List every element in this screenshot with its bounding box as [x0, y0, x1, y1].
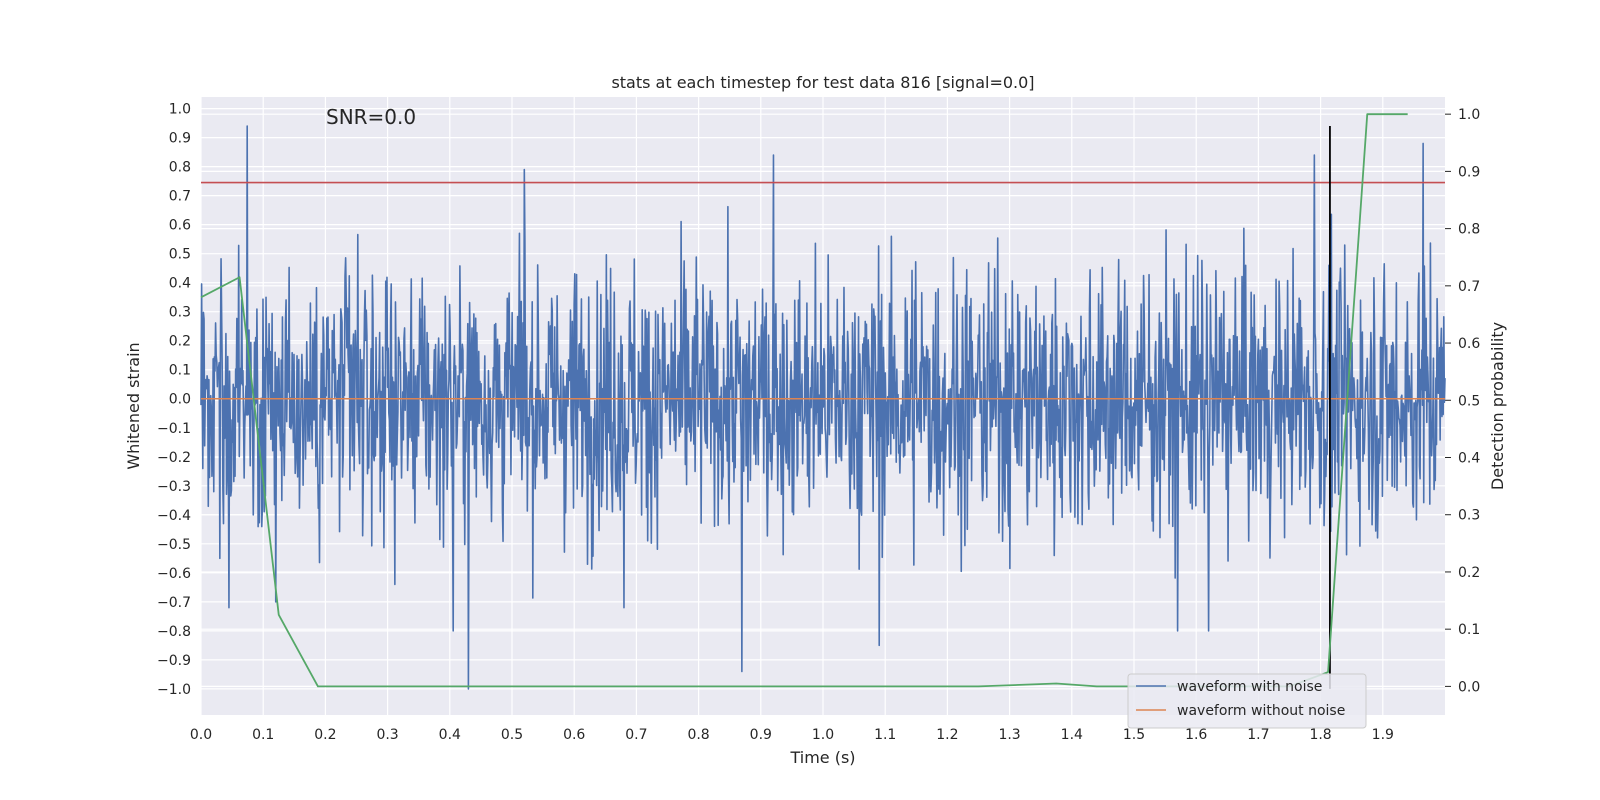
legend-label-noise: waveform with noise	[1177, 679, 1322, 695]
y-tick-label: 0.1	[169, 363, 191, 379]
y-tick-label: 0.4	[169, 276, 191, 292]
x-tick-label: 1.8	[1309, 727, 1331, 743]
y-tick-label: −0.6	[157, 566, 191, 582]
y-tick-label: 0.8	[169, 160, 191, 176]
y2-axis-ticks: 1.0 0.9 0.8 0.7 0.6 0.5 0.4 0.3 0.2 0.1 0.0	[1445, 107, 1480, 695]
y-tick-label: −0.2	[157, 450, 191, 466]
x-tick-label: 0.6	[563, 727, 585, 743]
y2-tick-label: 0.8	[1458, 222, 1480, 238]
y-axis-ticks: 1.0 0.9 0.8 0.7 0.6 0.5 0.4 0.3 0.2 0.1 0.0 −0.1 −0.…	[157, 102, 191, 698]
legend: waveform with noise waveform without noi…	[1127, 673, 1367, 729]
chart-title: stats at each timestep for test data 816…	[611, 73, 1034, 92]
y2-tick-label: 0.5	[1458, 393, 1480, 409]
y-tick-label: −0.1	[157, 421, 191, 437]
legend-label-clean: waveform without noise	[1177, 703, 1345, 719]
y-axis-label: Whitened strain	[124, 342, 143, 469]
x-axis-ticks: 0.0 0.1 0.2 0.3 0.4 0.5 0.6 0.7 0.8 0.9 1.0 1.1 1.2 1…	[190, 727, 1394, 743]
x-tick-label: 1.5	[1123, 727, 1145, 743]
x-tick-label: 0.1	[252, 727, 274, 743]
y-tick-label: −0.8	[157, 624, 191, 640]
x-tick-label: 0.2	[314, 727, 336, 743]
legend-box	[1127, 673, 1367, 729]
y2-tick-label: 0.9	[1458, 164, 1480, 180]
y-tick-label: 0.2	[169, 334, 191, 350]
y-tick-label: 0.0	[169, 392, 191, 408]
x-tick-label: 1.1	[874, 727, 896, 743]
y-tick-label: 0.9	[169, 131, 191, 147]
y2-tick-label: 0.6	[1458, 336, 1480, 352]
x-tick-label: 0.3	[376, 727, 398, 743]
x-tick-label: 1.0	[812, 727, 834, 743]
y2-tick-label: 0.7	[1458, 279, 1480, 295]
y2-tick-label: 1.0	[1458, 107, 1480, 123]
x-tick-label: 0.7	[625, 727, 647, 743]
x-tick-label: 0.0	[190, 727, 212, 743]
x-tick-label: 1.4	[1061, 727, 1083, 743]
y2-tick-label: 0.4	[1458, 451, 1480, 467]
y2-tick-label: 0.1	[1458, 622, 1480, 638]
snr-annotation: SNR=0.0	[326, 105, 416, 129]
y-tick-label: −0.7	[157, 595, 191, 611]
y2-axis-label: Detection probability	[1488, 322, 1507, 490]
x-tick-label: 0.8	[687, 727, 709, 743]
y-tick-label: −1.0	[157, 682, 191, 698]
y2-tick-label: 0.0	[1458, 679, 1480, 695]
x-tick-label: 0.9	[750, 727, 772, 743]
x-tick-label: 1.7	[1247, 727, 1269, 743]
y-tick-label: 0.5	[169, 247, 191, 263]
x-tick-label: 0.5	[501, 727, 523, 743]
x-tick-label: 1.6	[1185, 727, 1207, 743]
x-tick-label: 1.2	[936, 727, 958, 743]
y-tick-label: −0.4	[157, 508, 191, 524]
y-tick-label: 0.6	[169, 218, 191, 234]
y-tick-label: −0.5	[157, 537, 191, 553]
y-tick-label: −0.3	[157, 479, 191, 495]
y-tick-label: −0.9	[157, 653, 191, 669]
x-axis-label: Time (s)	[789, 748, 855, 767]
y-tick-label: 0.3	[169, 305, 191, 321]
y-tick-label: 0.7	[169, 189, 191, 205]
y2-tick-label: 0.3	[1458, 508, 1480, 524]
x-tick-label: 0.4	[439, 727, 461, 743]
x-tick-label: 1.3	[998, 727, 1020, 743]
y2-tick-label: 0.2	[1458, 565, 1480, 581]
waveform-with-noise-line	[200, 125, 1446, 690]
x-tick-label: 1.9	[1372, 727, 1394, 743]
y-tick-label: 1.0	[169, 102, 191, 118]
